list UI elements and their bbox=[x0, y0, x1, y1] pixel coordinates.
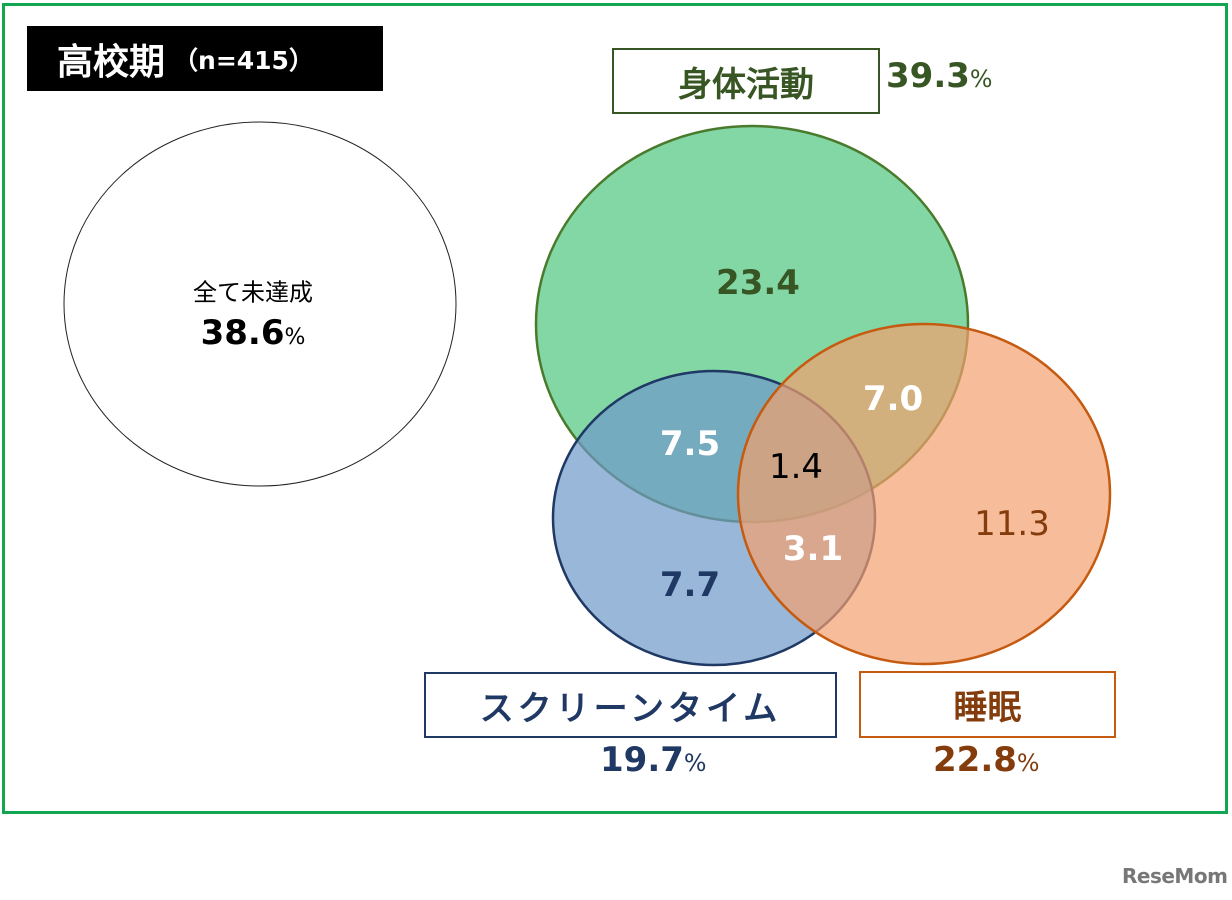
screen-total-value: 19.7 bbox=[600, 740, 684, 780]
screen-unit: % bbox=[683, 749, 707, 777]
physical-unit: % bbox=[969, 65, 993, 93]
sleep-unit: % bbox=[1016, 749, 1040, 777]
screen-total: 19.7% bbox=[600, 740, 707, 780]
screen-label-box: スクリーンタイム bbox=[424, 672, 837, 738]
region-screen-only: 7.7 bbox=[659, 565, 721, 605]
none-value-number: 38.6 bbox=[200, 313, 285, 353]
title-box: 高校期 （n=415） bbox=[27, 26, 383, 91]
physical-total: 39.3% bbox=[886, 56, 993, 96]
sleep-circle bbox=[736, 322, 1112, 666]
chart-frame bbox=[2, 3, 1228, 814]
sleep-label: 睡眠 bbox=[953, 688, 1022, 728]
physical-total-value: 39.3 bbox=[886, 56, 970, 96]
region-physical-screen: 7.5 bbox=[659, 424, 721, 464]
region-all-three: 1.4 bbox=[768, 447, 824, 487]
title: 高校期 bbox=[57, 41, 166, 83]
region-physical-sleep: 7.0 bbox=[862, 379, 924, 419]
sleep-total-value: 22.8 bbox=[933, 740, 1017, 780]
resemom-logo: ReseMom bbox=[1122, 864, 1228, 888]
none-circle bbox=[63, 121, 457, 487]
region-physical-only: 23.4 bbox=[716, 263, 800, 303]
physical-label: 身体活動 bbox=[678, 64, 814, 105]
sleep-total: 22.8% bbox=[933, 740, 1040, 780]
none-value: 38.6% bbox=[201, 313, 306, 353]
none-label: 全て未達成 bbox=[193, 278, 313, 307]
sleep-label-box: 睡眠 bbox=[859, 671, 1116, 738]
none-unit: % bbox=[284, 325, 306, 350]
physical-label-box: 身体活動 bbox=[612, 48, 880, 114]
screen-label: スクリーンタイム bbox=[479, 688, 782, 729]
region-screen-sleep: 3.1 bbox=[782, 529, 844, 569]
region-sleep-only: 11.3 bbox=[974, 504, 1050, 544]
sample-size: （n=415） bbox=[173, 45, 314, 75]
